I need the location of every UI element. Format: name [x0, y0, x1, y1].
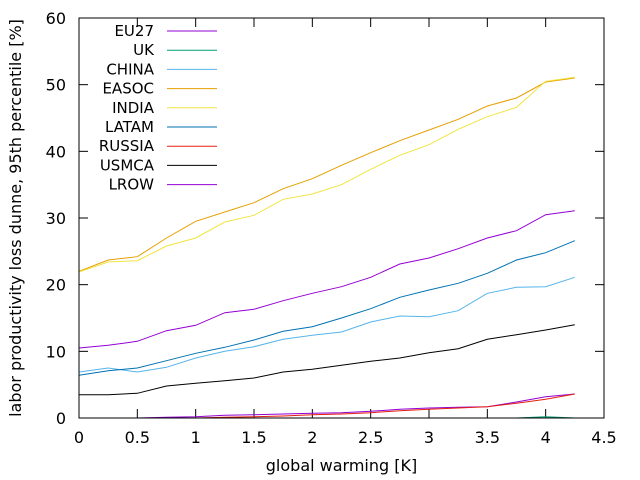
- x-tick-label: 4: [541, 428, 551, 447]
- x-tick-label: 0.5: [125, 428, 150, 447]
- legend-label-easoc: EASOC: [102, 80, 154, 98]
- plot-frame: [78, 17, 605, 419]
- y-tick-label: 60: [46, 9, 66, 28]
- x-tick-label: 4.5: [591, 428, 616, 447]
- y-tick-label: 40: [46, 142, 66, 161]
- axis-ticks: [78, 17, 605, 419]
- y-tick-label: 20: [46, 276, 66, 295]
- series-line-lrow: [78, 210, 575, 349]
- x-tick-label: 2: [307, 428, 317, 447]
- legend-label-india: INDIA: [112, 99, 155, 117]
- x-tick-label: 1: [191, 428, 201, 447]
- series-line-india: [78, 76, 575, 273]
- series-line-latam: [78, 240, 575, 376]
- x-tick-label: 0: [74, 428, 84, 447]
- y-tick-label: 30: [46, 209, 66, 228]
- legend-label-usmca: USMCA: [100, 156, 155, 174]
- y-axis-label: labor productivity loss dunne, 95th perc…: [6, 19, 25, 417]
- y-tick-label: 10: [46, 342, 66, 361]
- series-line-china: [78, 276, 575, 373]
- x-tick-label: 2.5: [358, 428, 383, 447]
- y-tick-label: 50: [46, 76, 66, 95]
- x-axis-label: global warming [K]: [266, 456, 417, 475]
- x-tick-label: 1.5: [241, 428, 266, 447]
- x-tick-label: 3.5: [475, 428, 500, 447]
- series-line-russia: [79, 393, 575, 419]
- x-tick-label: 3: [424, 428, 434, 447]
- legend-label-russia: RUSSIA: [99, 137, 155, 155]
- legend-label-eu27: EU27: [114, 22, 154, 40]
- series-line-easoc: [78, 77, 575, 272]
- legend-label-lrow: LROW: [109, 176, 155, 194]
- axis-tick-labels: 0 0.5 1 1.5 2 2.5 3 3.5 4 4.5 0 10 20 30 40 50 60: [46, 9, 617, 447]
- legend-label-latam: LATAM: [105, 118, 154, 136]
- legend-label-uk: UK: [133, 41, 155, 59]
- y-tick-label: 0: [56, 409, 66, 428]
- series-line-usmca: [79, 324, 575, 396]
- legend-label-china: CHINA: [106, 60, 154, 78]
